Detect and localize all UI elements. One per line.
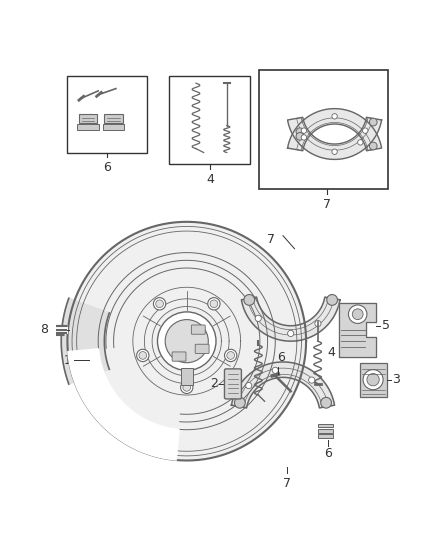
Circle shape xyxy=(210,300,218,308)
Circle shape xyxy=(363,128,368,133)
Text: 4: 4 xyxy=(206,173,214,185)
Circle shape xyxy=(208,297,220,310)
Bar xyxy=(259,70,389,189)
Circle shape xyxy=(296,128,304,135)
Bar xyxy=(78,124,99,130)
Bar xyxy=(67,76,148,152)
Circle shape xyxy=(369,118,377,126)
FancyBboxPatch shape xyxy=(191,325,205,334)
Circle shape xyxy=(349,305,367,324)
Circle shape xyxy=(137,349,149,361)
Text: 4: 4 xyxy=(327,346,335,359)
Circle shape xyxy=(363,370,383,390)
Circle shape xyxy=(367,374,379,386)
Bar xyxy=(103,124,124,130)
Circle shape xyxy=(332,149,337,155)
Circle shape xyxy=(183,384,191,391)
Bar xyxy=(169,76,250,164)
Bar xyxy=(339,303,376,357)
Polygon shape xyxy=(61,298,110,384)
Circle shape xyxy=(156,300,163,308)
Polygon shape xyxy=(288,109,381,151)
Text: 7: 7 xyxy=(323,198,331,211)
FancyBboxPatch shape xyxy=(224,369,241,399)
Bar xyxy=(318,424,333,427)
Text: 3: 3 xyxy=(392,373,400,386)
Text: 8: 8 xyxy=(40,323,48,336)
Bar xyxy=(318,434,333,438)
Text: 2: 2 xyxy=(210,377,218,390)
Text: 5: 5 xyxy=(381,319,389,332)
Circle shape xyxy=(288,330,294,336)
Polygon shape xyxy=(241,297,340,341)
Text: 7: 7 xyxy=(268,233,276,246)
Circle shape xyxy=(246,383,252,389)
Circle shape xyxy=(153,297,166,310)
Polygon shape xyxy=(339,303,376,357)
Circle shape xyxy=(358,140,363,145)
Polygon shape xyxy=(288,117,381,159)
Text: 7: 7 xyxy=(283,478,291,490)
Circle shape xyxy=(180,381,193,393)
Circle shape xyxy=(352,309,363,320)
Circle shape xyxy=(139,352,147,359)
Circle shape xyxy=(301,135,307,140)
Text: 6: 6 xyxy=(278,351,286,364)
Text: 6: 6 xyxy=(103,161,111,174)
Circle shape xyxy=(234,398,245,408)
Bar xyxy=(79,114,97,123)
Bar xyxy=(360,363,387,398)
Circle shape xyxy=(225,349,237,361)
Text: 6: 6 xyxy=(324,447,332,459)
FancyBboxPatch shape xyxy=(172,352,186,361)
Polygon shape xyxy=(68,349,179,460)
Circle shape xyxy=(227,352,234,359)
Bar xyxy=(180,368,193,385)
Bar xyxy=(318,429,333,433)
Circle shape xyxy=(321,398,332,408)
Circle shape xyxy=(165,320,208,363)
Circle shape xyxy=(67,222,306,461)
Polygon shape xyxy=(231,362,335,408)
Circle shape xyxy=(309,377,315,383)
Circle shape xyxy=(158,312,216,370)
Circle shape xyxy=(327,295,338,305)
Circle shape xyxy=(244,295,254,305)
Text: 1: 1 xyxy=(64,354,71,367)
Circle shape xyxy=(369,142,377,150)
Circle shape xyxy=(332,114,337,119)
Circle shape xyxy=(255,315,261,321)
Circle shape xyxy=(315,320,321,327)
Circle shape xyxy=(301,128,307,133)
Circle shape xyxy=(296,133,304,140)
FancyBboxPatch shape xyxy=(195,344,209,353)
Text: 4: 4 xyxy=(268,366,276,378)
Circle shape xyxy=(272,367,278,374)
Bar xyxy=(104,114,123,123)
